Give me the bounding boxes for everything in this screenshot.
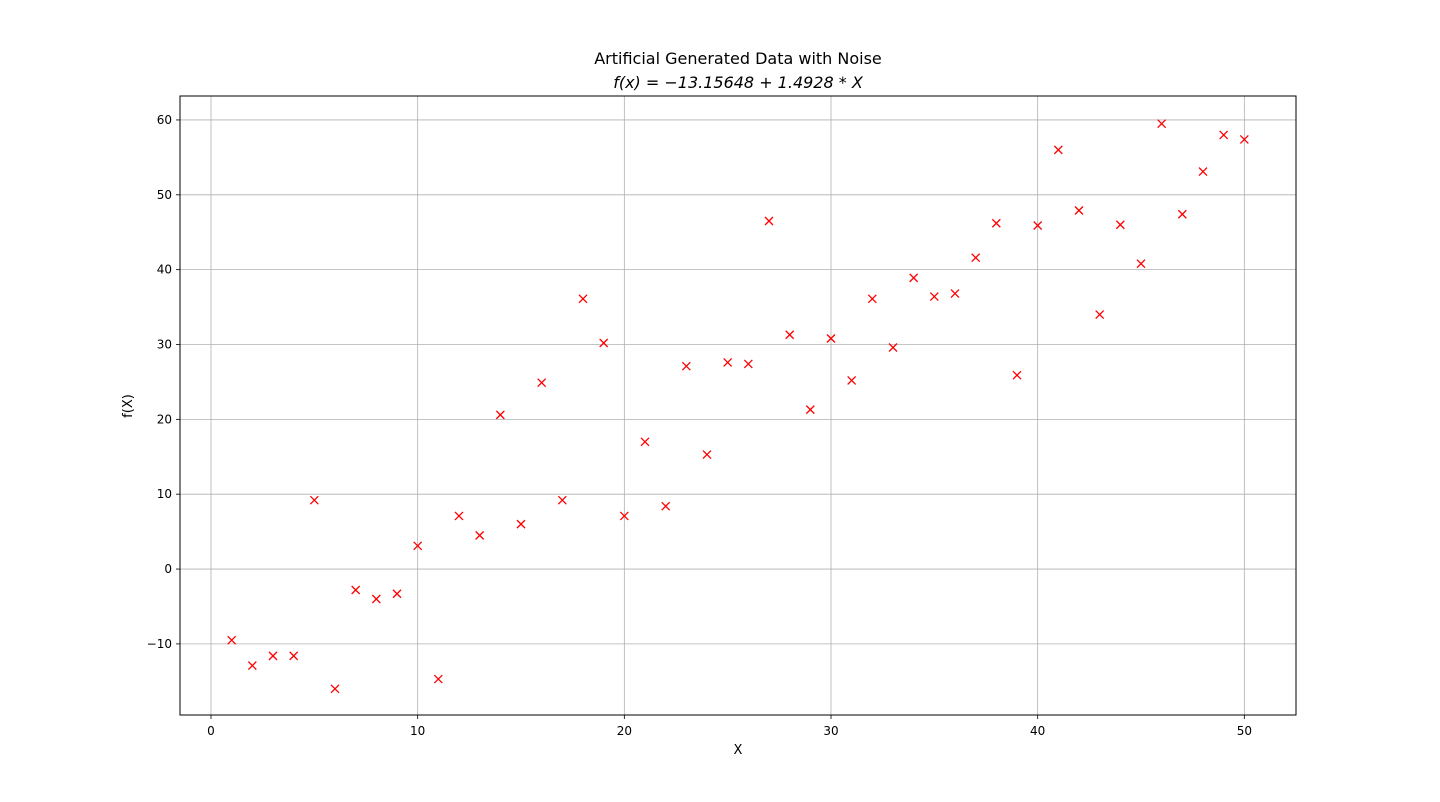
x-axis-label: X: [734, 743, 743, 758]
data-point: [1012, 370, 1022, 380]
data-point: [268, 651, 278, 661]
data-point: [991, 218, 1001, 228]
data-point: [413, 541, 423, 551]
y-tick-label: 30: [157, 337, 172, 351]
data-point: [1033, 221, 1043, 230]
data-point: [764, 216, 774, 226]
y-tick-label: 50: [157, 188, 172, 202]
data-point: [888, 343, 898, 352]
data-point: [330, 684, 340, 694]
chart-title: Artificial Generated Data with Noise: [594, 49, 882, 68]
data-point: [247, 661, 257, 671]
grid: [180, 96, 1296, 715]
x-tick-label: 50: [1237, 724, 1252, 738]
data-point: [537, 378, 547, 388]
data-point: [475, 530, 485, 540]
data-point: [289, 651, 299, 661]
y-tick-label: 10: [157, 487, 172, 501]
chart-subtitle: f(x) = −13.15648 + 1.4928 * X: [613, 73, 864, 92]
x-tick-label: 0: [207, 724, 215, 738]
data-point: [1136, 259, 1146, 269]
data-point: [909, 273, 919, 283]
data-point: [681, 361, 691, 371]
data-point: [640, 437, 650, 447]
data-point: [971, 253, 981, 263]
data-point: [805, 405, 815, 415]
data-point: [1177, 209, 1187, 219]
y-tick-label: 0: [164, 562, 172, 576]
data-point: [950, 289, 960, 299]
data-point: [702, 450, 712, 459]
x-tick-label: 30: [823, 724, 838, 738]
data-point: [227, 635, 237, 645]
data-point: [1198, 167, 1208, 177]
data-point: [1239, 134, 1249, 144]
data-point: [309, 495, 319, 505]
data-points: [227, 119, 1249, 694]
data-point: [433, 674, 443, 684]
axis-ticks: 0 10 20 30 40 50 −10 0 10 20 30 40 50 60: [147, 113, 1252, 738]
data-point: [495, 410, 505, 420]
data-point: [371, 594, 381, 604]
data-point: [516, 519, 526, 529]
data-point: [867, 294, 877, 304]
data-point: [1219, 130, 1229, 140]
x-tick-label: 20: [617, 724, 632, 738]
data-point: [661, 501, 671, 511]
y-tick-label: 40: [157, 263, 172, 277]
data-point: [723, 358, 733, 367]
y-tick-label: −10: [147, 637, 172, 651]
y-axis-label: f(X): [121, 394, 136, 418]
data-point: [785, 330, 795, 340]
data-point: [619, 511, 629, 521]
x-tick-label: 40: [1030, 724, 1045, 738]
data-point: [1074, 206, 1084, 215]
data-point: [1115, 220, 1125, 230]
data-point: [557, 495, 567, 505]
y-tick-label: 20: [157, 412, 172, 426]
data-point: [599, 338, 609, 348]
data-point: [1157, 119, 1167, 129]
y-tick-label: 60: [157, 113, 172, 127]
data-point: [454, 511, 464, 521]
data-point: [826, 334, 836, 343]
plot-frame: [179, 95, 1297, 716]
data-point: [847, 375, 857, 385]
data-point: [392, 589, 402, 599]
data-point: [351, 585, 361, 595]
data-point: [1095, 310, 1105, 320]
x-tick-label: 10: [410, 724, 425, 738]
data-point: [578, 294, 588, 304]
data-point: [743, 359, 753, 369]
data-point: [1053, 145, 1063, 155]
data-point: [929, 292, 939, 302]
